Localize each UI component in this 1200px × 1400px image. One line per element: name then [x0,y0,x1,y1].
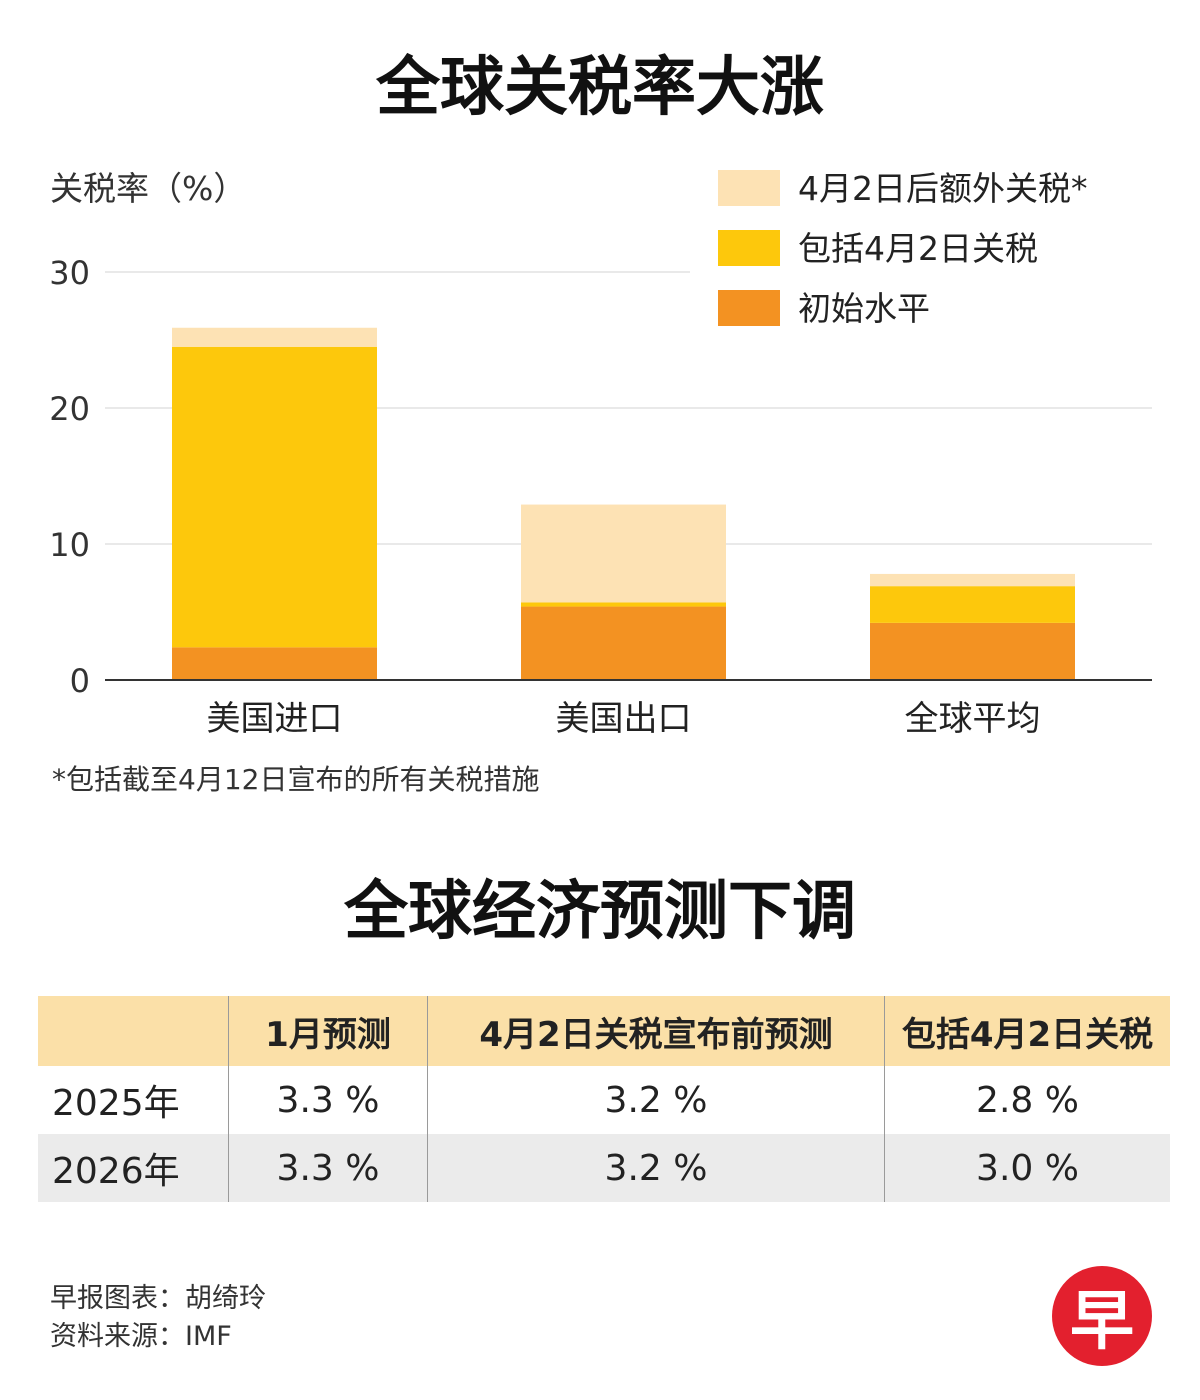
legend-label: 初始水平 [798,289,930,328]
graphic-credit: 早报图表：胡绮玲 [50,1283,266,1314]
y-axis-label: 关税率（%） [50,169,246,208]
legend-swatch [718,230,780,266]
table-cell: 3.2 % [427,1134,885,1202]
header-cell-blank [38,996,229,1066]
bar-segment [521,606,726,680]
source-credit: 资料来源：IMF [50,1321,232,1352]
legend-swatch [718,170,780,206]
table-row: 2026年 3.3 % 3.2 % 3.0 % [38,1134,1170,1202]
legend-label: 4月2日后额外关税* [798,169,1088,208]
x-tick-label: 美国进口 [207,699,343,739]
row-label: 2026年 [38,1134,229,1202]
legend-swatch [718,290,780,326]
bar-segment [870,573,1075,587]
table-header-row: 1月预测 4月2日关税宣布前预测 包括4月2日关税 [38,996,1170,1066]
table-row: 2025年 3.3 % 3.2 % 2.8 % [38,1066,1170,1134]
chart-footnote: *包括截至4月12日宣布的所有关税措施 [52,763,540,796]
bar-segment [172,327,377,347]
bar-segment [172,647,377,680]
bar-segment [521,602,726,607]
bar-segment [172,346,377,648]
table-cell: 3.3 % [228,1066,428,1134]
bar-segment [870,622,1075,680]
forecast-table: 1月预测 4月2日关税宣布前预测 包括4月2日关税 2025年 3.3 % 3.… [38,996,1170,1202]
table-cell: 2.8 % [884,1066,1170,1134]
bar-segment [521,504,726,603]
y-tick-label: 0 [70,662,90,700]
tariff-chart: 0 10 20 30 关税率（%） 美国进口 美国出口 全球平均 4月2日后额外关税* 包括4月2… [49,169,1152,739]
y-tick-label: 20 [49,390,90,428]
x-tick-label: 美国出口 [556,699,692,739]
header-cell-jan: 1月预测 [228,996,428,1066]
table-title: 全球经济预测下调 [344,875,856,949]
header-cell-incl-april: 包括4月2日关税 [884,996,1170,1066]
legend-label: 包括4月2日关税 [798,229,1038,268]
y-tick-label: 30 [49,254,90,292]
table-cell: 3.2 % [427,1066,885,1134]
header-cell-pre-april: 4月2日关税宣布前预测 [427,996,885,1066]
chart-title: 全球关税率大涨 [376,51,824,125]
x-tick-label: 全球平均 [905,699,1041,739]
credits: 早报图表：胡绮玲 资料来源：IMF [50,1280,266,1356]
row-label: 2025年 [38,1066,229,1134]
table-cell: 3.0 % [884,1134,1170,1202]
table-cell: 3.3 % [228,1134,428,1202]
y-tick-label: 10 [49,526,90,564]
zaobao-logo-icon: 早 [1052,1266,1152,1366]
bar-segment [870,586,1075,623]
